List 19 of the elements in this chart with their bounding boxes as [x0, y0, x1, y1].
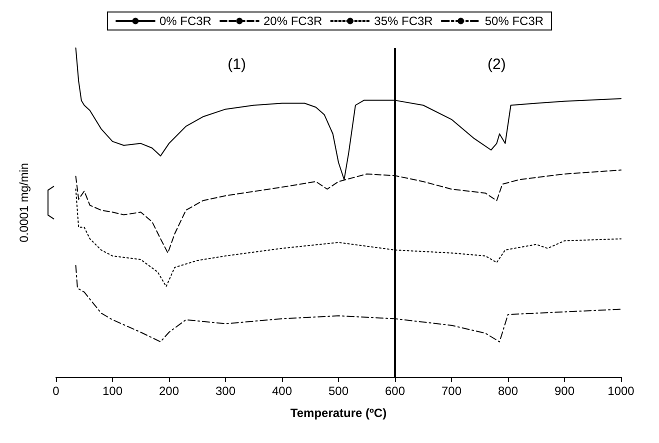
x-tick-label: 1000	[608, 384, 635, 398]
x-tick-label: 400	[272, 384, 292, 398]
x-tick-label: 800	[498, 384, 518, 398]
x-tick-label: 900	[554, 384, 575, 398]
x-axis-title: Temperature (ºC)	[290, 406, 387, 420]
legend-label: 20% FC3R	[263, 14, 322, 28]
legend-label: 35% FC3R	[374, 14, 434, 28]
annotation: (2)	[488, 56, 506, 73]
y-axis-title: 0.0001 mg/min	[17, 162, 31, 242]
x-tick-label: 600	[384, 384, 406, 398]
legend-label: 50% FC3R	[484, 14, 544, 28]
x-tick-label: 500	[328, 384, 349, 398]
x-tick-label: 200	[158, 384, 180, 398]
x-tick-label: 300	[215, 384, 236, 398]
x-tick-label: 700	[441, 384, 462, 398]
legend-label: 0% FC3R	[159, 14, 212, 28]
x-tick-label: 0	[52, 384, 60, 398]
x-tick-label: 100	[102, 384, 123, 398]
annotation: (1)	[228, 56, 246, 73]
